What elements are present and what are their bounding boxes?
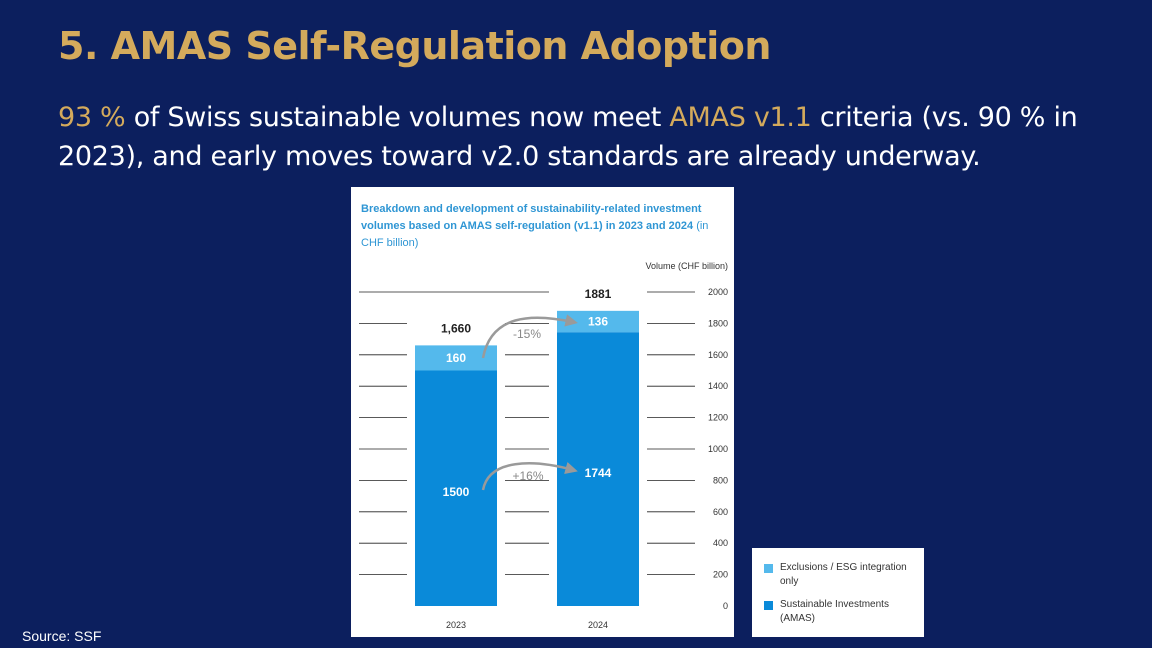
total-label-2023: 1,660 [441,321,471,335]
slide-subtitle: 93 % of Swiss sustainable volumes now me… [58,98,1098,176]
y-tick-label: 1600 [708,350,728,360]
y-tick-label: 200 [713,570,728,580]
standard-highlight: AMAS v1.1 [669,102,812,133]
x-tick-label: 2024 [588,620,608,630]
legend-label-exclusions: Exclusions / ESG integration only [780,562,907,587]
y-axis-label: Volume (CHF billion) [645,261,728,271]
chart-title: Breakdown and development of sustainabil… [361,201,731,252]
change-arrow-sustainable [481,461,578,491]
change-arrow-exclusions [481,314,578,359]
y-tick-label: 1200 [708,413,728,423]
y-tick-label: 400 [713,538,728,548]
change-label-exclusions: -15% [513,327,541,341]
y-tick-label: 600 [713,507,728,517]
slide-title: 5. AMAS Self-Regulation Adoption [58,24,771,68]
value-label-sustainable-2023: 1500 [443,485,470,499]
chart-card: Breakdown and development of sustainabil… [351,187,734,637]
value-label-exclusions-2023: 160 [446,351,466,365]
legend-label-sustainable: Sustainable Investments (AMAS) [780,599,889,624]
value-label-sustainable-2024: 1744 [585,466,612,480]
legend-swatch-sustainable [764,601,773,610]
stat-highlight: 93 % [58,102,126,133]
source-note: Source: SSF [22,628,102,644]
y-tick-label: 0 [723,601,728,611]
y-tick-label: 1800 [708,318,728,328]
y-tick-label: 2000 [708,287,728,297]
y-tick-label: 800 [713,475,728,485]
value-label-exclusions-2024: 136 [588,315,608,329]
legend: Exclusions / ESG integration only Sustai… [752,548,924,637]
bar-chart: Volume (CHF billion) 0 200 400 600 800 1000 120… [359,261,728,630]
total-label-2024: 1881 [585,287,612,301]
legend-swatch-exclusions [764,564,773,573]
subtitle-text-1: of Swiss sustainable volumes now meet [125,102,670,133]
y-tick-label: 1000 [708,444,728,454]
chart-title-main: Breakdown and development of sustainabil… [361,203,702,232]
subtitle-text-2: criteria (vs. 90 % in 2023), and early m… [58,102,1078,172]
y-tick-label: 1400 [708,381,728,391]
x-tick-label: 2023 [446,620,466,630]
chart-title-unit: (in CHF billion) [361,220,709,249]
change-label-sustainable: +16% [512,469,543,483]
